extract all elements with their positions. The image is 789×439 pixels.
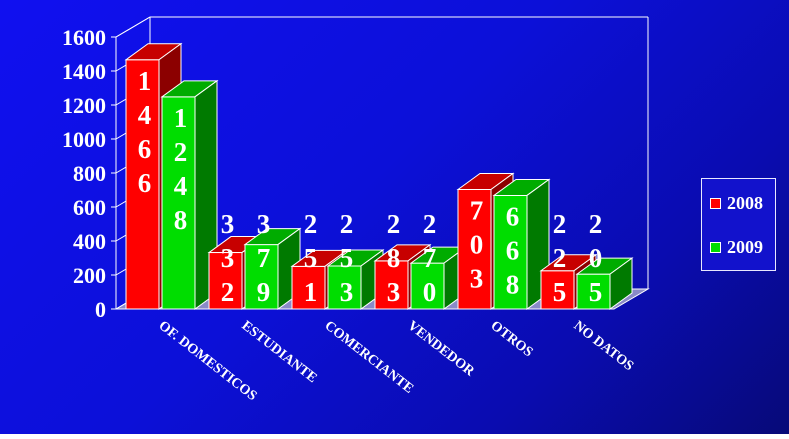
legend: 2008 2009 xyxy=(701,178,776,271)
x-tick-label: VENDEDOR xyxy=(405,318,478,380)
x-tick-label: NO DATOS xyxy=(571,318,637,374)
bar-front xyxy=(410,262,445,310)
y-tick-label: 400 xyxy=(73,229,106,254)
bar-front xyxy=(291,265,326,310)
y-tick-label: 800 xyxy=(73,161,106,186)
bar-front xyxy=(244,244,279,310)
y-tick-label: 0 xyxy=(95,297,106,322)
legend-label-series-1: 2008 xyxy=(727,192,763,213)
legend-item-series-1: 2008 xyxy=(710,193,763,213)
bar-side xyxy=(609,257,633,310)
y-tick-label: 1600 xyxy=(62,25,106,50)
bars: 1 4 6 6 1 2 4 8 3 3 2 3 7 9 2 5 1 2 5 3 2 8 3 2 7 0 7 0 3 6 6 8 2 2 5 2 0 5 xyxy=(124,42,634,310)
bar-front xyxy=(125,59,160,310)
bar-front xyxy=(457,188,492,310)
legend-swatch-series-2 xyxy=(710,241,721,253)
bar-front xyxy=(208,252,243,310)
y-tick-label: 200 xyxy=(73,263,106,288)
legend-swatch-series-1 xyxy=(710,197,721,209)
bar-front xyxy=(576,273,611,310)
bar-front xyxy=(540,270,575,310)
y-tick-label: 1400 xyxy=(62,59,106,84)
legend-label-series-2: 2009 xyxy=(727,236,763,257)
y-tick-label: 1000 xyxy=(62,127,106,152)
legend-item-series-2: 2009 xyxy=(710,237,763,257)
x-tick-label: COMERCIANTE xyxy=(322,318,416,396)
y-side-gridline xyxy=(115,16,151,38)
bar-front xyxy=(327,265,362,310)
y-tick-label: 1200 xyxy=(62,93,106,118)
y-tick-label: 600 xyxy=(73,195,106,220)
x-tick-label: OTROS xyxy=(488,318,536,360)
x-tick-label: ESTUDIANTE xyxy=(239,318,320,386)
